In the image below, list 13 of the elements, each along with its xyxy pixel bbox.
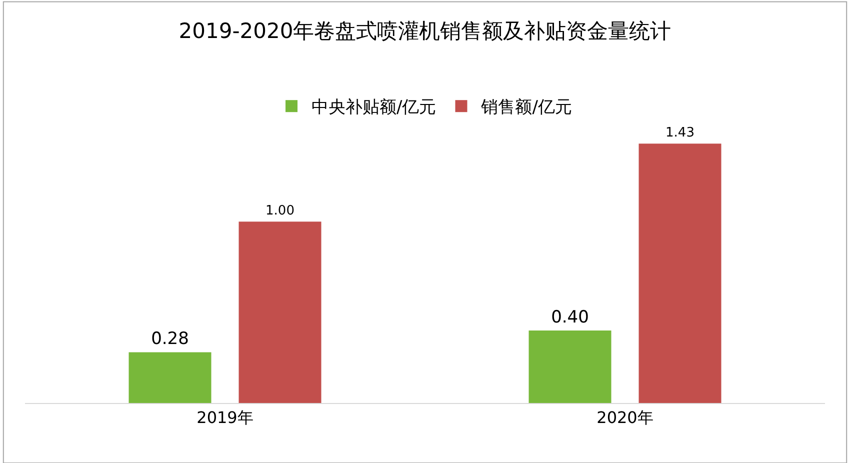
- legend-label: 中央补贴额/亿元: [312, 98, 436, 118]
- data-label: 1.00: [266, 204, 294, 219]
- data-label: 1.43: [666, 126, 694, 141]
- bar: [638, 144, 722, 403]
- bar: [528, 330, 612, 403]
- legend-label: 销售额/亿元: [480, 98, 572, 118]
- x-tick-label: 2019年: [196, 408, 254, 428]
- bar: [128, 352, 212, 403]
- data-label: 0.28: [151, 329, 189, 350]
- chart-title: 2019-2020年卷盘式喷灌机销售额及补贴资金量统计: [178, 18, 672, 43]
- data-label: 0.40: [551, 307, 589, 328]
- bar: [238, 222, 322, 403]
- x-tick-label: 2020年: [596, 408, 654, 428]
